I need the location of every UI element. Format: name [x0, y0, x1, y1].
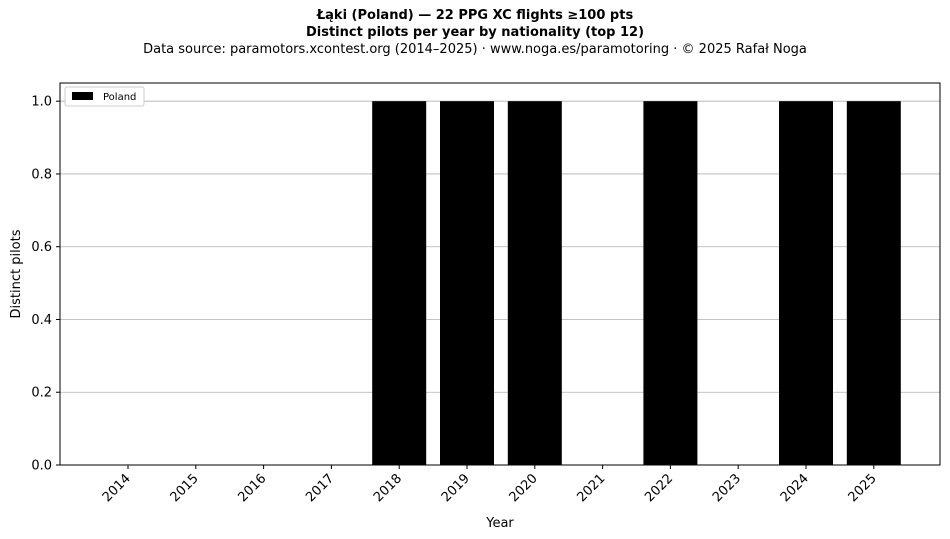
x-tick-label: 2020: [507, 471, 541, 505]
x-tick-label: 2016: [235, 471, 269, 505]
bar-2020: [507, 101, 562, 465]
chart-source-note: Data source: paramotors.xcontest.org (20…: [143, 42, 807, 57]
chart-subtitle: Distinct pilots per year by nationality …: [305, 25, 645, 40]
x-tick-label: 2022: [642, 471, 676, 505]
x-axis-label: Year: [485, 516, 514, 531]
bar-2024: [779, 101, 833, 465]
chart-title: Łąki (Poland) — 22 PPG XC flights ≥100 p…: [316, 8, 634, 23]
y-tick-label: 0.2: [31, 386, 52, 401]
plot-frame: [59, 82, 941, 466]
legend-swatch-poland: [72, 92, 93, 100]
x-tick-label: 2019: [439, 471, 473, 505]
x-tick-label: 2017: [303, 471, 337, 505]
x-tick-label: 2021: [574, 471, 608, 505]
x-tick-label: 2025: [846, 471, 880, 505]
bars: [372, 101, 901, 465]
y-tick-label: 0.0: [31, 459, 52, 474]
y-ticks: 0.0 0.2 0.4 0.6 0.8 1.0: [31, 95, 60, 474]
y-tick-label: 1.0: [31, 95, 52, 110]
x-tick-label: 2018: [371, 471, 405, 505]
bar-2025: [846, 101, 901, 465]
y-tick-label: 0.8: [31, 167, 52, 182]
bar-2019: [440, 101, 494, 465]
x-ticks: 2014 2015 2016 2017 2018 2019 2020 2021 2022 2023…: [100, 465, 880, 505]
x-tick-label: 2015: [168, 471, 202, 505]
bar-2018: [372, 101, 427, 465]
x-tick-label: 2024: [778, 471, 812, 505]
bar-2022: [643, 101, 698, 465]
legend: Poland: [64, 86, 145, 107]
y-tick-label: 0.4: [31, 313, 52, 328]
legend-box: [64, 86, 145, 107]
y-tick-label: 0.6: [31, 240, 52, 255]
x-tick-label: 2023: [710, 471, 744, 505]
y-axis-label: Distinct pilots: [9, 229, 24, 318]
legend-label-poland: Poland: [103, 92, 136, 103]
x-tick-label: 2014: [100, 471, 134, 505]
